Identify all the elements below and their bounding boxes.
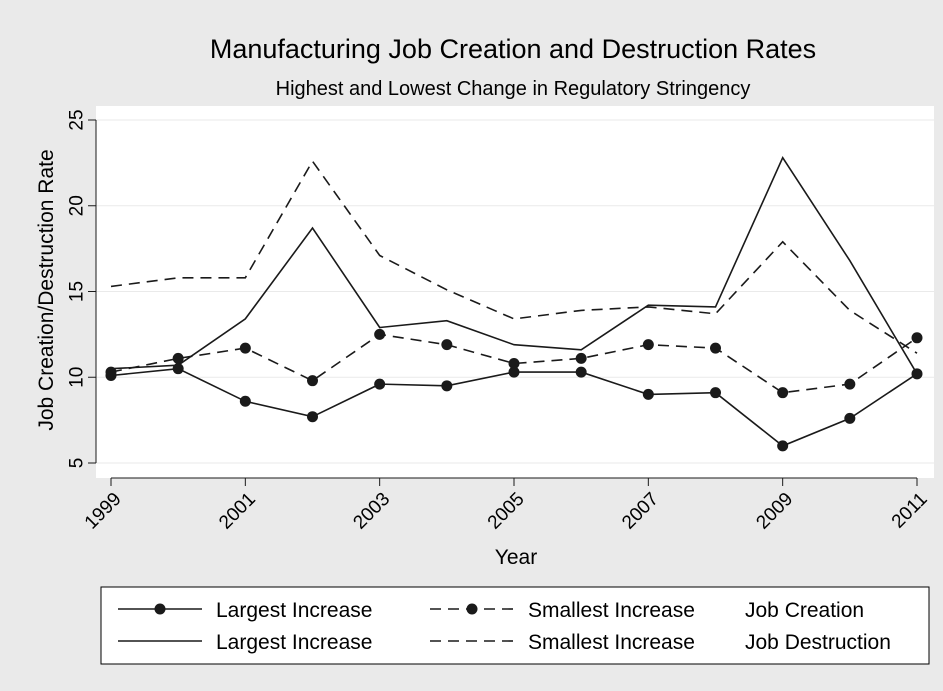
legend-group-destruction: Job Destruction — [745, 631, 891, 654]
legend-box — [100, 586, 930, 665]
legend-marker-solid-0 — [154, 603, 166, 615]
legend-marker-dashed-0 — [466, 603, 478, 615]
point-job-creation-largest-increase-2010 — [844, 412, 856, 424]
point-job-creation-smallest-increase-2000 — [172, 352, 184, 364]
legend: Largest Increase Smallest Increase Job C… — [100, 586, 930, 665]
point-job-creation-largest-increase-2005 — [508, 366, 520, 378]
chart-subtitle: Highest and Lowest Change in Regulatory … — [276, 78, 751, 100]
y-tick-label-20: 20 — [67, 195, 88, 216]
point-job-creation-largest-increase-2009 — [777, 440, 789, 452]
point-job-creation-largest-increase-2004 — [441, 380, 453, 392]
legend-label-creation-largest: Largest Increase — [216, 599, 372, 622]
point-job-creation-smallest-increase-2005 — [508, 358, 520, 370]
point-job-creation-smallest-increase-2010 — [844, 378, 856, 390]
series — [105, 156, 923, 452]
legend-swatches — [118, 603, 514, 642]
legend-group-creation: Job Creation — [745, 599, 864, 622]
legend-label-destruction-largest: Largest Increase — [216, 631, 372, 654]
point-job-creation-largest-increase-2007 — [642, 388, 654, 400]
point-job-creation-smallest-increase-2002 — [307, 375, 318, 387]
y-tick-label-15: 15 — [67, 281, 88, 302]
point-job-creation-largest-increase-2011 — [911, 368, 923, 380]
x-axis-label: Year — [495, 546, 537, 569]
point-job-creation-largest-increase-2001 — [239, 395, 251, 407]
chart-title: Manufacturing Job Creation and Destructi… — [210, 34, 816, 64]
point-job-creation-smallest-increase-2011 — [911, 332, 923, 344]
y-tick-label-10: 10 — [67, 367, 88, 388]
point-job-creation-smallest-increase-2008 — [710, 342, 721, 354]
point-job-creation-largest-increase-2002 — [307, 411, 318, 423]
point-job-creation-smallest-increase-2007 — [642, 339, 654, 351]
series-line-job-destruction-largest-increase — [110, 156, 918, 375]
point-job-creation-largest-increase-2006 — [575, 366, 587, 378]
y-tick-label-25: 25 — [67, 109, 88, 130]
point-job-creation-smallest-increase-2001 — [239, 342, 251, 354]
point-job-creation-largest-increase-2008 — [710, 387, 721, 399]
grid — [96, 119, 934, 464]
y-tick-label-5: 5 — [67, 458, 88, 469]
legend-label-destruction-smallest: Smallest Increase — [528, 631, 695, 654]
point-job-creation-smallest-increase-2003 — [374, 328, 386, 340]
series-line-job-destruction-smallest-increase — [110, 159, 918, 354]
point-job-creation-smallest-increase-2006 — [575, 352, 587, 364]
point-job-creation-smallest-increase-2009 — [777, 387, 789, 399]
y-axis-label: Job Creation/Destruction Rate — [35, 149, 58, 430]
legend-label-creation-smallest: Smallest Increase — [528, 599, 695, 622]
point-job-creation-largest-increase-2003 — [374, 378, 386, 390]
point-job-creation-smallest-increase-2004 — [441, 339, 453, 351]
